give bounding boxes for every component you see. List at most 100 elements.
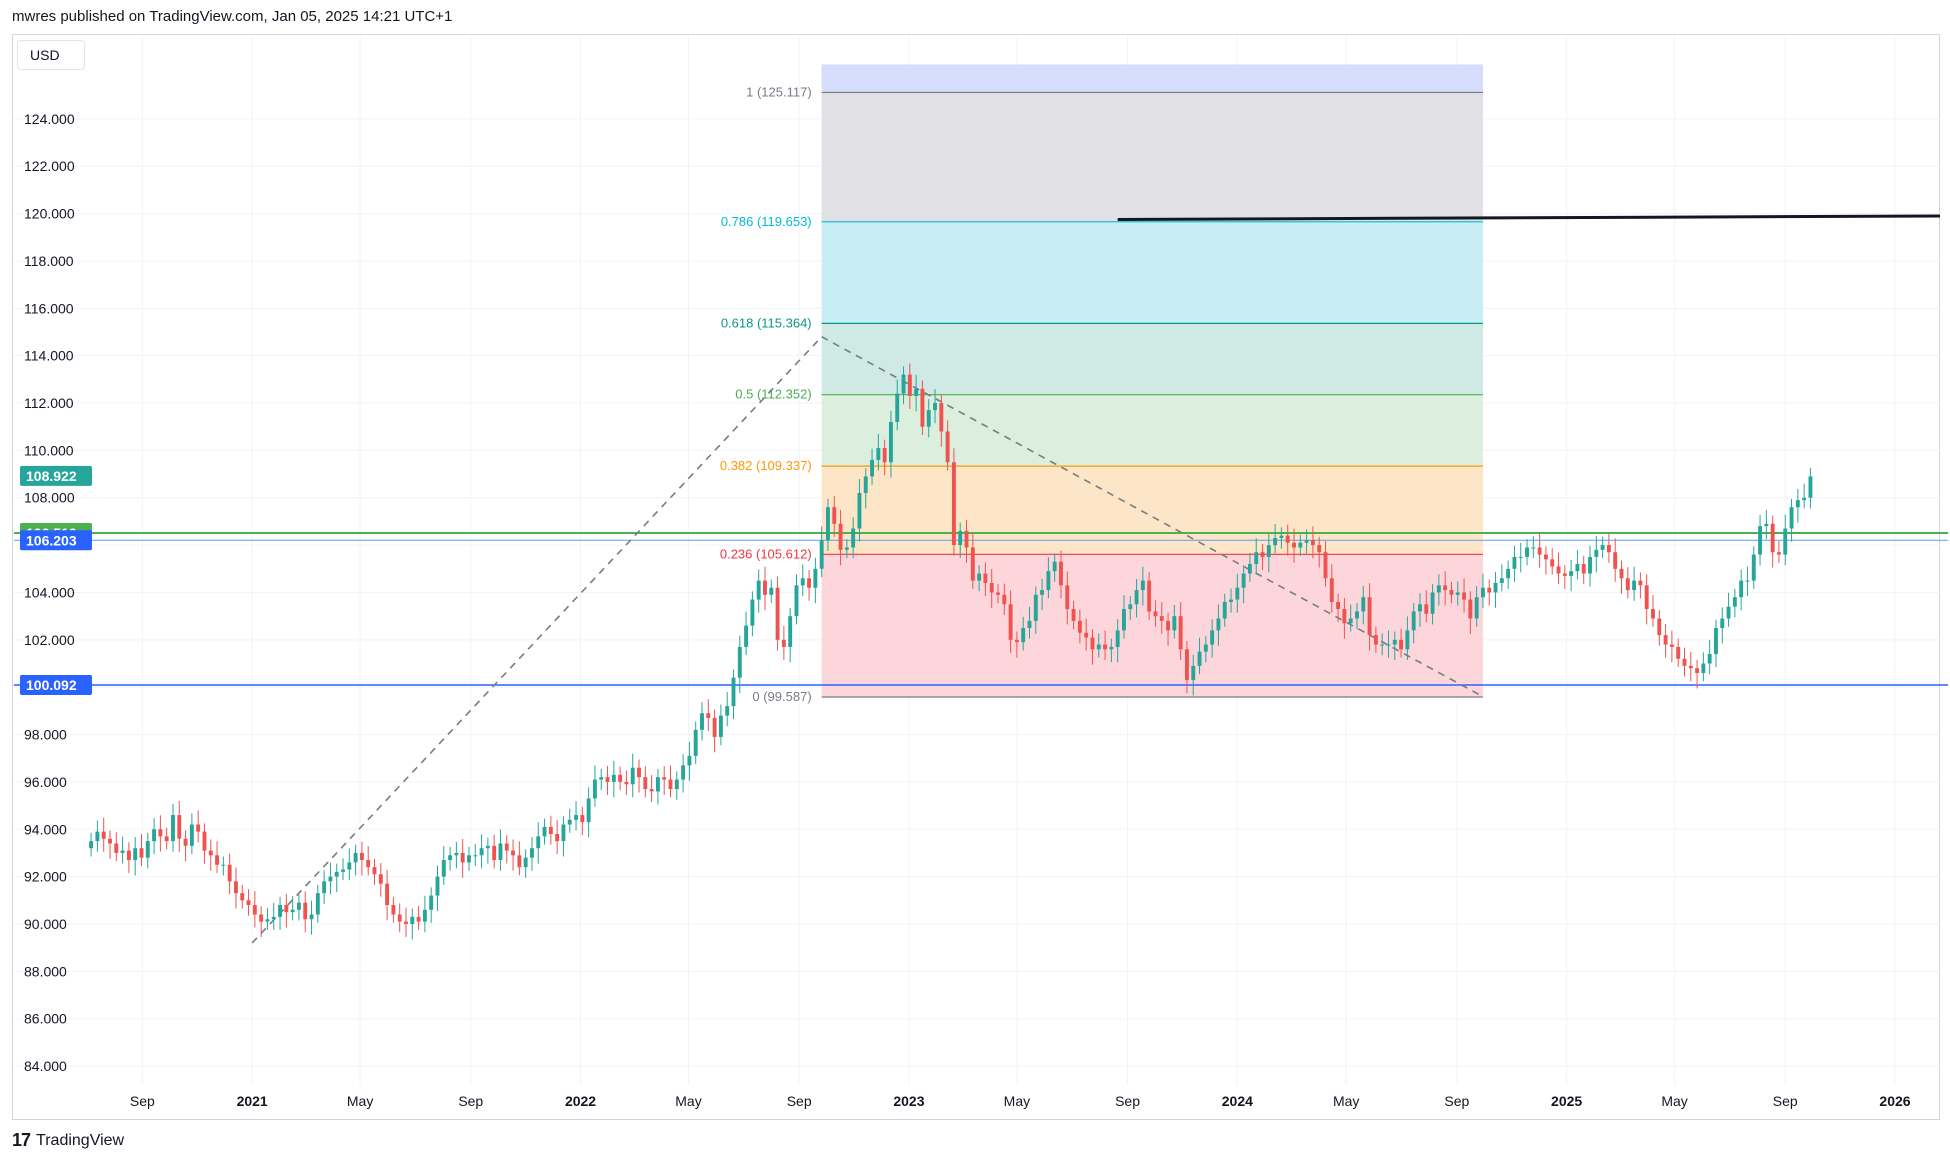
- candle-body: [1222, 601, 1227, 619]
- candle-body: [1758, 526, 1763, 555]
- candle-body: [605, 777, 610, 782]
- y-tick-label: 102.000: [24, 632, 75, 648]
- candle-body: [599, 777, 604, 780]
- tradingview-logo-icon: 17: [12, 1130, 31, 1150]
- candle-body: [1657, 618, 1662, 636]
- candle-body: [624, 781, 629, 785]
- x-tick-label: Sep: [130, 1093, 155, 1109]
- candle-body: [618, 774, 623, 782]
- candle-body: [1033, 594, 1038, 621]
- candle-body: [1235, 587, 1240, 600]
- candle-body: [1178, 616, 1183, 650]
- candle-body: [183, 838, 188, 846]
- candle-body: [1247, 564, 1252, 574]
- candle-body: [706, 713, 711, 718]
- candle-body: [1380, 644, 1385, 646]
- candle-body: [1455, 592, 1460, 595]
- candle-body: [863, 476, 868, 494]
- candle-body: [750, 599, 755, 626]
- candle-body: [1575, 564, 1580, 572]
- fib-level-label: 0.382 (109.337): [720, 458, 812, 473]
- fib-level-label: 0.236 (105.612): [720, 546, 812, 561]
- candle-body: [1795, 500, 1800, 508]
- candle-body: [536, 836, 541, 849]
- x-tick-label: 2023: [893, 1093, 924, 1109]
- x-tick-label: May: [1661, 1093, 1687, 1109]
- x-tick-label: 2025: [1551, 1093, 1582, 1109]
- candle-body: [1342, 609, 1347, 624]
- x-tick-label: 2021: [237, 1093, 268, 1109]
- currency-selector[interactable]: USD: [17, 40, 85, 70]
- candle-body: [832, 507, 837, 524]
- candle-body: [1084, 632, 1089, 638]
- candle-body: [221, 864, 226, 866]
- candle-body: [945, 431, 950, 463]
- candle-body: [296, 902, 301, 910]
- candle-body: [1373, 635, 1378, 645]
- candle-body: [1676, 646, 1681, 659]
- candle-body: [202, 831, 207, 851]
- candle-body: [460, 852, 465, 863]
- candle-body: [1052, 561, 1057, 572]
- candle-body: [964, 530, 969, 548]
- candle-body: [851, 528, 856, 548]
- candle-body: [278, 905, 282, 917]
- fib-zone-0.382: [821, 466, 1483, 555]
- candle-body: [1059, 561, 1063, 586]
- candle-body: [1499, 578, 1504, 583]
- candle-body: [1336, 601, 1341, 610]
- candle-body: [958, 530, 963, 546]
- candle-body: [1632, 580, 1637, 591]
- candle-body: [1046, 571, 1051, 591]
- candle-body: [1436, 585, 1441, 593]
- candle-body: [939, 403, 944, 432]
- y-tick-label: 118.000: [24, 253, 74, 269]
- candle-body: [1808, 476, 1813, 498]
- candle-body: [1644, 585, 1649, 610]
- candle-body: [498, 843, 503, 861]
- candle-body: [171, 815, 175, 842]
- candle-body: [1254, 552, 1259, 565]
- candle-body: [1625, 578, 1630, 591]
- candle-body: [1021, 627, 1026, 643]
- candle-body: [1386, 644, 1391, 646]
- candle-body: [1468, 599, 1473, 619]
- price-label-text: 100.092: [26, 677, 77, 693]
- candle-body: [1776, 552, 1781, 555]
- fib-level-label: 0.786 (119.653): [721, 214, 812, 229]
- candle-body: [580, 815, 585, 823]
- candle-body: [1096, 644, 1101, 650]
- candle-body: [1701, 663, 1706, 673]
- y-tick-label: 112.000: [24, 395, 74, 411]
- candle-body: [1109, 646, 1114, 650]
- candle-body: [819, 540, 824, 569]
- candle-body: [718, 715, 723, 737]
- candle-body: [95, 831, 100, 842]
- candle-body: [322, 881, 327, 894]
- candle-body: [397, 914, 402, 922]
- candle-body: [1518, 556, 1523, 558]
- candle-body: [1279, 535, 1284, 539]
- candle-body: [1128, 604, 1133, 610]
- candle-body: [177, 815, 182, 839]
- candle-body: [429, 895, 434, 910]
- candle-body: [1480, 587, 1485, 598]
- candle-body: [643, 777, 648, 790]
- candle-body: [1090, 637, 1095, 650]
- candle-body: [1669, 644, 1674, 647]
- fib-zone-top: [821, 64, 1483, 93]
- candle-body: [1594, 549, 1599, 557]
- candles: [89, 363, 1813, 940]
- candle-body: [1266, 545, 1271, 557]
- y-tick-label: 88.000: [24, 963, 67, 979]
- candle-body: [951, 462, 956, 546]
- candle-body: [385, 883, 390, 906]
- candle-body: [303, 902, 308, 920]
- candle-body: [1562, 573, 1567, 576]
- candle-body: [1695, 668, 1700, 673]
- candle-body: [422, 909, 427, 922]
- candle-body: [523, 857, 528, 868]
- candle-body: [920, 388, 925, 427]
- candle-body: [1071, 609, 1076, 621]
